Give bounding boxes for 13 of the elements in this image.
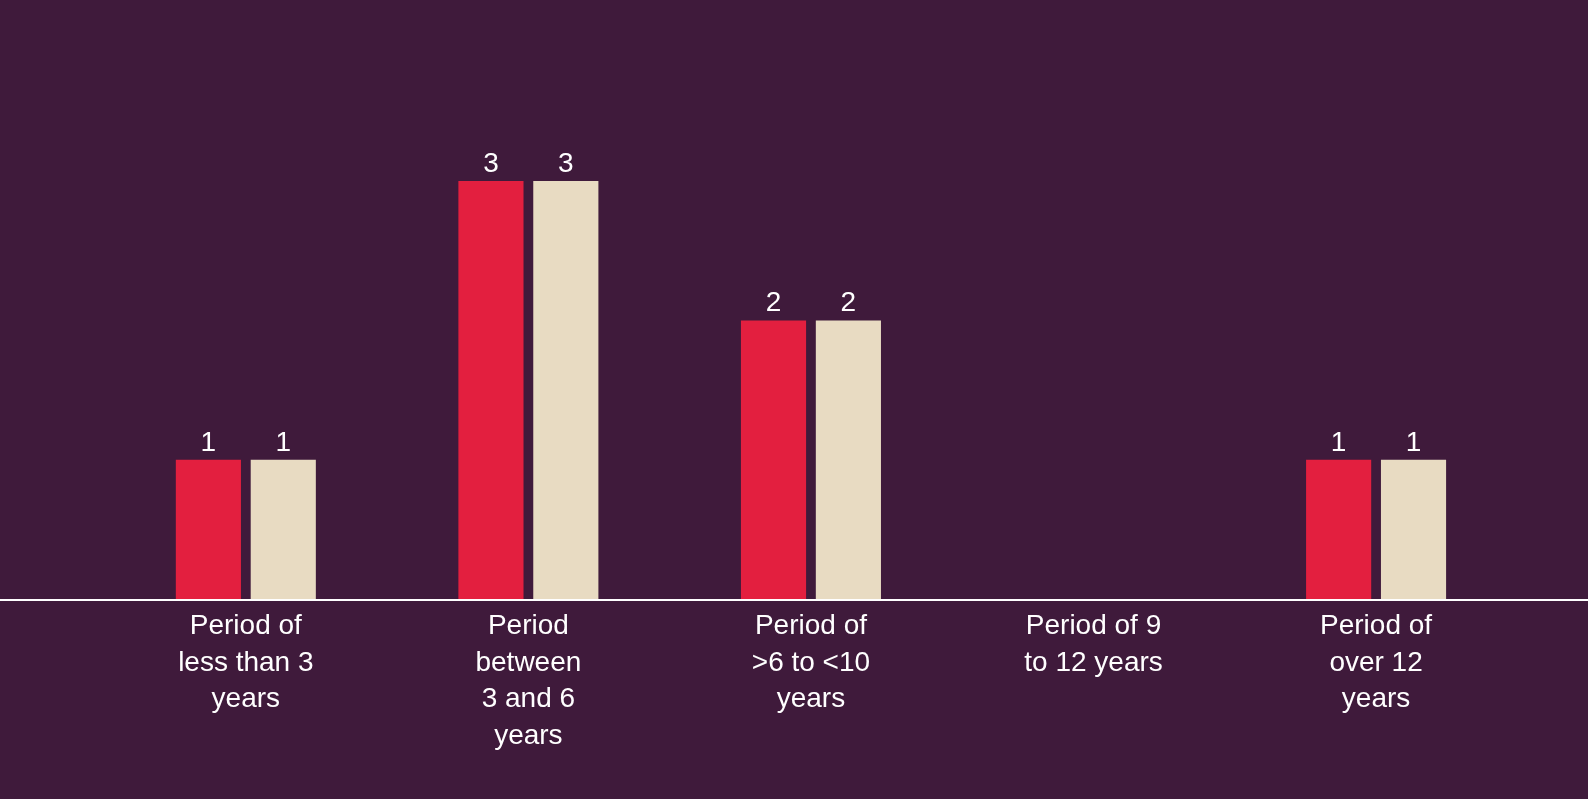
data-label: 1: [1405, 425, 1422, 457]
data-label: 3: [483, 147, 499, 179]
data-label: 1: [200, 425, 217, 457]
x-tick-label: Period of less than 3 years: [178, 609, 314, 714]
data-label: 2: [840, 286, 857, 318]
x-tick-label: Period between 3 and 6 years: [475, 609, 582, 750]
data-label: 3: [558, 147, 574, 179]
x-tick-label: Period of >6 to <10 years: [751, 609, 871, 714]
data-label: 1: [275, 425, 292, 457]
data-label: 1: [1330, 425, 1347, 457]
data-label: 2: [765, 286, 782, 318]
x-tick-label: Period of 9 to 12 years: [1024, 609, 1163, 677]
x-tick-label: Period of over 12 years: [1320, 609, 1433, 714]
